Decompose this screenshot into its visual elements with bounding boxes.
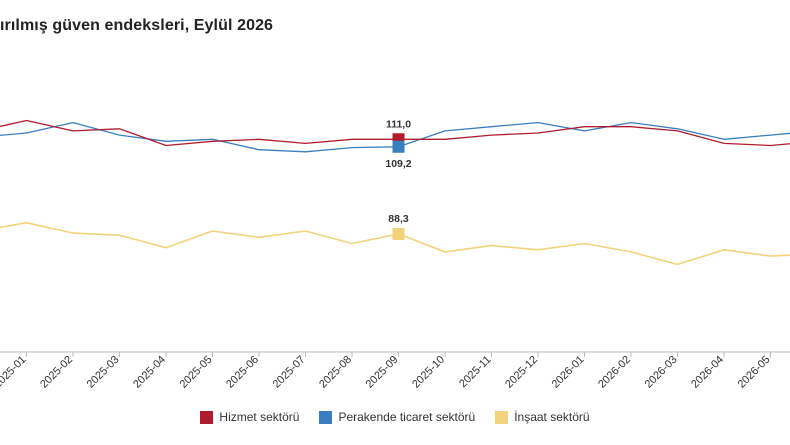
x-tick-label: 2025-01: [0, 354, 29, 391]
x-tick-label: 2025-11: [457, 354, 493, 390]
chart-legend: Hizmet sektörü Perakende ticaret sektörü İ…: [0, 410, 790, 424]
legend-label: İnşaat sektörü: [514, 410, 590, 424]
legend-label: Perakende ticaret sektörü: [338, 410, 476, 424]
x-tick-label: 2025-04: [131, 354, 168, 391]
legend-label: Hizmet sektörü: [219, 410, 300, 424]
x-tick-label: 2026-01: [550, 354, 587, 391]
data-label: 109,2: [385, 158, 411, 170]
x-tick-label: 2025-02: [38, 354, 75, 391]
x-tick-label: 2025-10: [410, 354, 447, 391]
legend-swatch: [200, 410, 214, 424]
legend-swatch: [495, 410, 509, 424]
legend-item: Perakende ticaret sektörü: [319, 410, 475, 424]
x-tick-label: 2025-12: [503, 354, 540, 391]
data-label: 88,3: [388, 213, 409, 225]
x-tick-label: 2025-08: [317, 354, 354, 391]
x-tick-label: 2025-05: [178, 354, 215, 391]
series-marker: [392, 140, 405, 153]
data-label: 111,0: [386, 118, 411, 130]
x-tick-label: 2026-04: [689, 354, 726, 391]
x-tick-label: 2026-02: [596, 354, 633, 391]
x-tick-label: 2026-05: [736, 354, 773, 391]
legend-swatch: [319, 410, 333, 424]
legend-item: İnşaat sektörü: [495, 410, 590, 424]
x-tick-label: 2025-06: [224, 354, 261, 391]
x-tick-label: 2025-09: [364, 354, 401, 391]
x-tick-label: 2026-03: [643, 354, 680, 391]
chart-title: ırılmış güven endeksleri, Eylül 2026: [0, 17, 274, 34]
legend-item: Hizmet sektörü: [200, 410, 299, 424]
series-marker: [392, 227, 405, 240]
x-tick-label: 2025-07: [271, 354, 308, 391]
x-tick-label: 2025-03: [85, 354, 122, 391]
